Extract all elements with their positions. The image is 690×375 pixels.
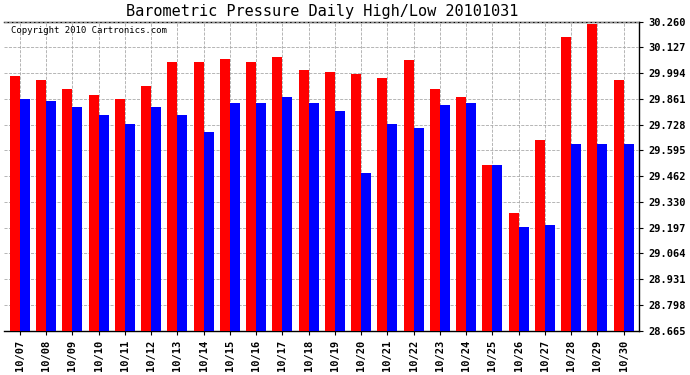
Bar [387, 124, 397, 330]
Bar [36, 80, 46, 330]
Bar [308, 103, 319, 330]
Bar [493, 165, 502, 330]
Bar [571, 144, 581, 330]
Bar [466, 103, 476, 330]
Bar [482, 165, 493, 330]
Bar [509, 213, 519, 330]
Bar [430, 90, 440, 330]
Bar [246, 62, 256, 330]
Bar [413, 128, 424, 330]
Bar [519, 227, 529, 330]
Bar [624, 144, 633, 330]
Bar [99, 115, 108, 330]
Bar [335, 111, 345, 330]
Bar [282, 97, 293, 330]
Bar [351, 74, 361, 330]
Bar [404, 60, 413, 330]
Bar [273, 57, 282, 330]
Bar [46, 101, 56, 330]
Bar [72, 107, 82, 330]
Bar [587, 24, 598, 330]
Text: Copyright 2010 Cartronics.com: Copyright 2010 Cartronics.com [10, 26, 166, 35]
Bar [377, 78, 387, 330]
Bar [204, 132, 214, 330]
Bar [177, 115, 188, 330]
Bar [230, 103, 240, 330]
Bar [598, 144, 607, 330]
Bar [151, 107, 161, 330]
Bar [220, 58, 230, 330]
Bar [299, 70, 308, 330]
Bar [20, 99, 30, 330]
Bar [115, 99, 125, 330]
Bar [325, 72, 335, 330]
Title: Barometric Pressure Daily High/Low 20101031: Barometric Pressure Daily High/Low 20101… [126, 4, 518, 19]
Bar [141, 86, 151, 330]
Bar [10, 76, 20, 330]
Bar [535, 140, 545, 330]
Bar [361, 173, 371, 330]
Bar [89, 95, 99, 330]
Bar [440, 105, 450, 330]
Bar [456, 97, 466, 330]
Bar [194, 62, 204, 330]
Bar [62, 90, 72, 330]
Bar [561, 37, 571, 330]
Bar [168, 62, 177, 330]
Bar [256, 103, 266, 330]
Bar [613, 80, 624, 330]
Bar [125, 124, 135, 330]
Bar [545, 225, 555, 330]
